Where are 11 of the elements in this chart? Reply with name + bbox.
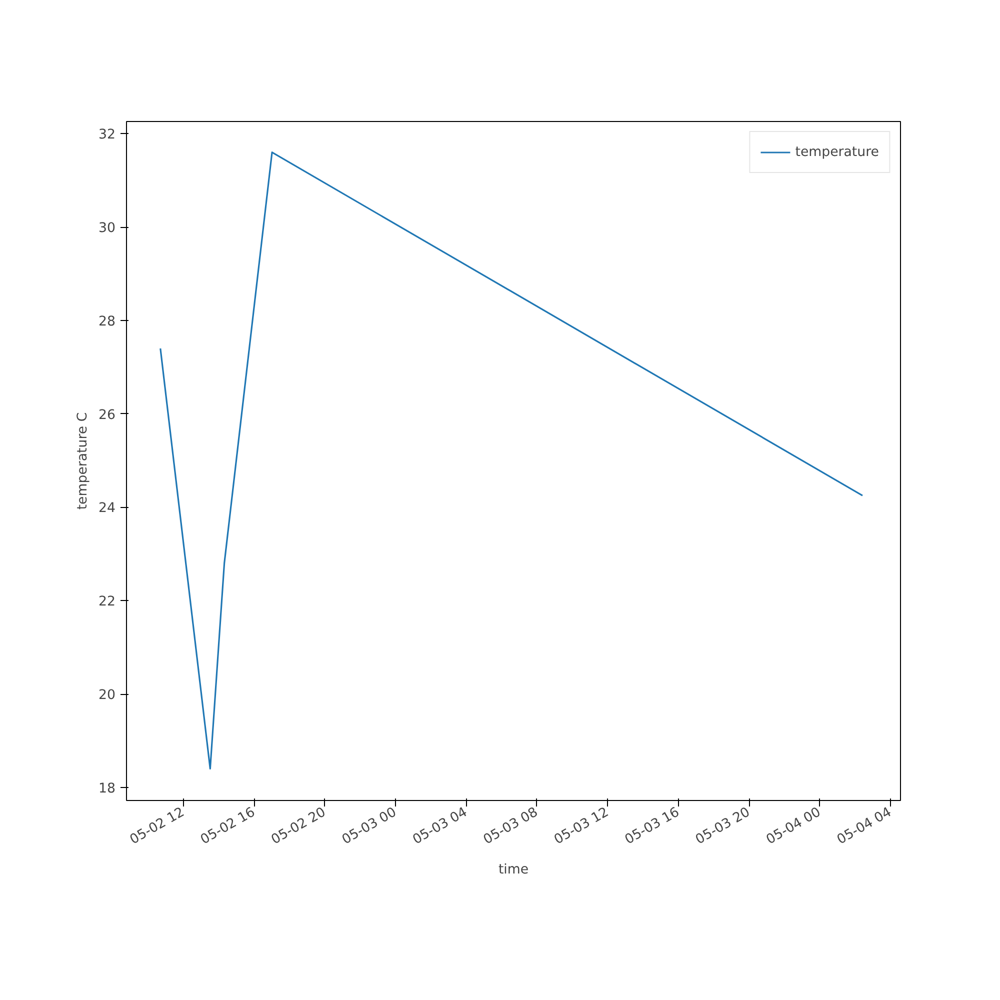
y-tick-label: 18 — [98, 781, 116, 796]
y-tick-label: 22 — [98, 594, 116, 610]
legend-label: temperature — [795, 144, 879, 160]
y-tick-label: 24 — [98, 501, 116, 516]
y-tick-label: 30 — [98, 221, 116, 236]
y-tick-label: 32 — [98, 128, 116, 143]
y-tick-label: 28 — [98, 314, 116, 330]
y-tick-label: 20 — [98, 688, 116, 704]
y-axis-title: temperature C — [76, 412, 91, 510]
y-tick-label: 26 — [98, 408, 116, 423]
x-axis-title: time — [498, 862, 529, 878]
